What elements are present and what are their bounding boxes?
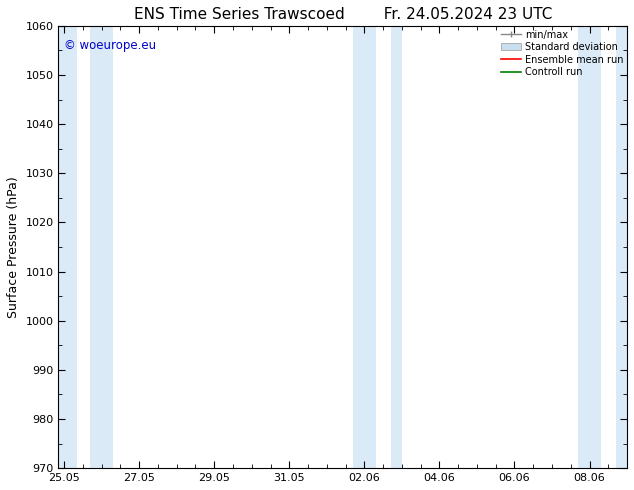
- Bar: [578, 26, 601, 468]
- Title: ENS Time Series Trawscoed        Fr. 24.05.2024 23 UTC: ENS Time Series Trawscoed Fr. 24.05.2024…: [134, 7, 552, 22]
- Bar: [353, 26, 375, 468]
- Legend: min/max, Standard deviation, Ensemble mean run, Controll run: min/max, Standard deviation, Ensemble me…: [498, 27, 626, 80]
- Bar: [616, 26, 627, 468]
- Y-axis label: Surface Pressure (hPa): Surface Pressure (hPa): [7, 176, 20, 318]
- Bar: [91, 26, 113, 468]
- Bar: [58, 26, 77, 468]
- Bar: [391, 26, 402, 468]
- Text: © woeurope.eu: © woeurope.eu: [64, 39, 157, 52]
